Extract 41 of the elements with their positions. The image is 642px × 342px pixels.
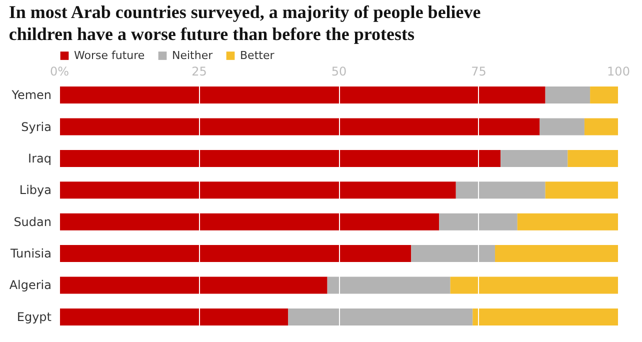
bar [327,276,450,294]
y-tick-label: Iraq [28,151,52,166]
bar [456,182,546,199]
bar [411,245,496,262]
bar [59,182,456,199]
bar [500,150,568,167]
y-tick-label: Algeria [9,278,52,292]
bar [472,308,618,326]
bar [59,308,288,326]
bar [59,213,440,230]
x-tick-label: 0% [50,64,70,78]
bar [450,276,618,294]
bar [59,276,328,294]
y-tick-label: Syria [21,120,52,134]
bar [59,118,540,136]
y-tick-label: Tunisia [10,246,52,261]
legend-label: Better [240,48,275,62]
y-tick-label: Egypt [16,310,52,324]
chart-title: In most Arab countries surveyed, a majority of people believe children have a worse future than before the protests [8,2,481,44]
x-tick-label: 25 [192,64,207,78]
legend-label: Worse future [74,48,145,62]
x-tick-label: 50 [331,64,347,78]
y-tick-label: Sudan [14,214,52,229]
bar [59,86,546,104]
bar [59,150,501,167]
bar [584,118,618,136]
bar [545,86,590,104]
bar [568,150,618,167]
x-tick-label: 75 [471,64,486,78]
bar [590,86,618,104]
legend-label: Neither [172,48,214,62]
bar [545,182,618,199]
bar [439,213,518,230]
bar [495,245,618,262]
y-tick-label: Libya [19,183,52,198]
y-tick-label: Yemen [10,88,52,102]
x-tick-label: 100 [607,64,630,78]
bar [540,118,584,136]
bar [288,308,473,326]
bar [517,213,618,230]
bar [59,245,412,262]
